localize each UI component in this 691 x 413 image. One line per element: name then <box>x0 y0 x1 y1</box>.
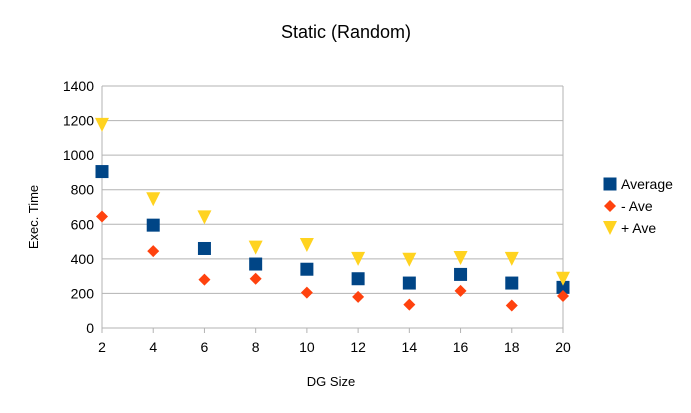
point-ave <box>198 273 211 286</box>
point-ave <box>300 286 313 299</box>
x-tick-label: 10 <box>299 339 315 355</box>
point-ave <box>248 240 263 255</box>
legend-marker <box>603 177 617 191</box>
x-tick-label: 16 <box>453 339 469 355</box>
point-ave <box>197 210 212 225</box>
point-average <box>249 257 263 271</box>
point-average <box>95 165 109 179</box>
x-tick-label: 8 <box>252 339 260 355</box>
point-ave <box>96 210 108 223</box>
point-ave <box>299 238 314 253</box>
point-ave <box>147 245 160 258</box>
x-tick-label: 4 <box>149 339 157 355</box>
x-tick-label: 14 <box>402 339 418 355</box>
y-tick-label: 600 <box>71 216 95 232</box>
legend: Average - Ave + Ave <box>603 176 673 236</box>
point-average <box>454 267 468 281</box>
data-points <box>95 117 570 312</box>
point-average <box>505 276 519 290</box>
x-tick-label: 20 <box>555 339 571 355</box>
chart-title: Static (Random) <box>281 22 411 42</box>
legend-label: Average <box>621 176 673 192</box>
legend-label: + Ave <box>621 220 656 236</box>
y-tick-label: 400 <box>71 251 95 267</box>
y-tick-label: 0 <box>86 320 94 336</box>
legend-label: - Ave <box>621 198 653 214</box>
x-axis-label: DG Size <box>307 374 355 389</box>
y-tick-label: 800 <box>71 182 95 198</box>
x-tick-label: 18 <box>504 339 520 355</box>
point-average <box>300 262 314 276</box>
gridlines <box>102 85 563 329</box>
legend-marker <box>603 221 617 235</box>
point-ave <box>146 192 161 207</box>
y-tick-labels: 0 200 400 600 800 1000 1200 1400 <box>63 78 94 336</box>
x-tick-label: 12 <box>350 339 366 355</box>
point-ave <box>453 250 468 265</box>
point-ave <box>454 284 467 297</box>
point-ave <box>249 272 262 285</box>
point-ave <box>403 298 416 311</box>
point-ave <box>557 290 569 303</box>
point-ave <box>351 251 366 266</box>
point-ave <box>505 299 518 312</box>
point-ave <box>402 252 417 267</box>
axes <box>101 86 564 333</box>
point-ave <box>504 251 519 266</box>
y-tick-label: 1400 <box>63 78 94 94</box>
point-average <box>197 241 211 255</box>
point-average <box>146 218 160 232</box>
point-average <box>556 280 570 294</box>
legend-marker <box>604 200 616 212</box>
point-ave <box>352 290 365 303</box>
y-tick-label: 200 <box>71 285 95 301</box>
x-tick-label: 2 <box>98 339 106 355</box>
point-average <box>351 272 365 286</box>
x-tick-label: 6 <box>201 339 209 355</box>
point-ave <box>556 271 570 286</box>
x-tick-labels: 2 4 6 8 10 12 14 16 18 20 <box>98 339 571 355</box>
y-tick-label: 1200 <box>63 113 94 129</box>
y-axis-label: Exec. Time <box>26 185 41 249</box>
y-tick-label: 1000 <box>63 147 94 163</box>
point-average <box>402 276 416 290</box>
point-ave <box>95 117 109 132</box>
